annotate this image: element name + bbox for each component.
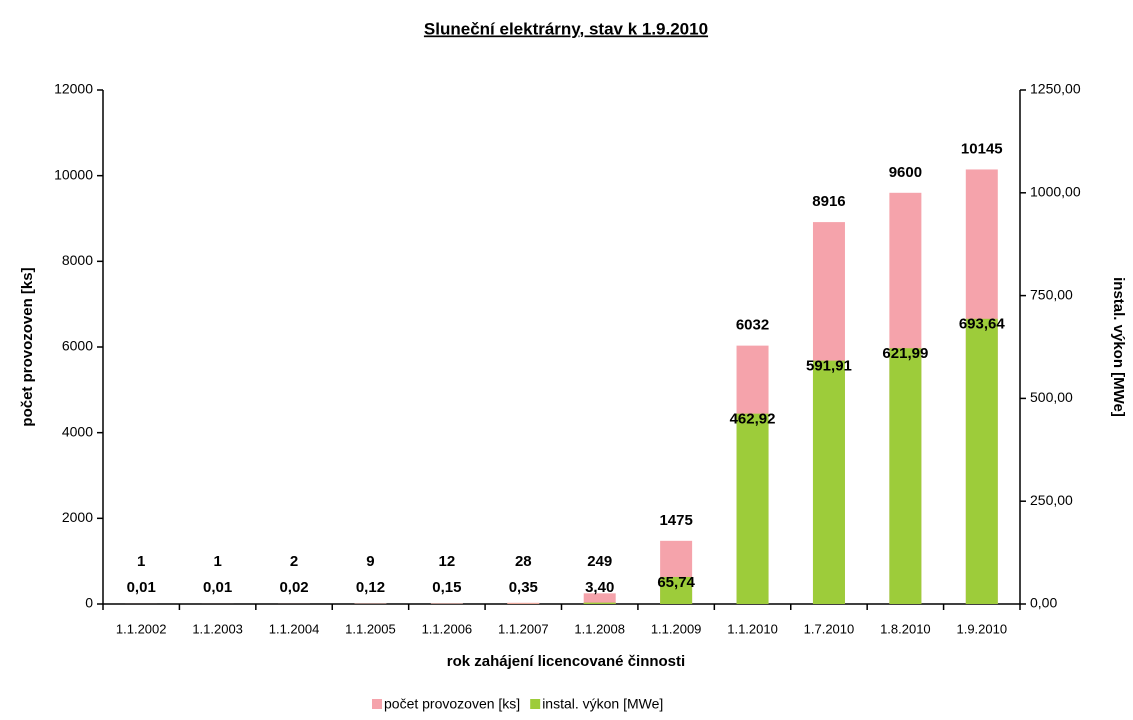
y2-tick-label: 750,00 (1030, 286, 1073, 302)
legend-label: počet provozoven [ks] (384, 696, 520, 712)
bar (584, 603, 616, 604)
y2-tick-label: 1250,00 (1030, 81, 1081, 97)
bar (431, 603, 463, 604)
y-tick-label: 4000 (62, 423, 93, 439)
data-label: 2 (290, 553, 298, 570)
data-label: 0,15 (432, 579, 461, 596)
data-label: 462,92 (730, 411, 776, 428)
x-tick-label: 1.1.2002 (116, 621, 167, 636)
legend-swatch (530, 699, 540, 709)
data-label: 0,02 (279, 579, 308, 596)
data-label: 0,01 (127, 579, 156, 596)
x-tick-label: 1.1.2004 (269, 621, 320, 636)
legend-label: instal. výkon [MWe] (542, 696, 663, 712)
data-label: 9 (366, 553, 374, 570)
x-tick-label: 1.1.2005 (345, 621, 396, 636)
x-axis-title: rok zahájení licencované činnosti (447, 653, 685, 670)
data-label: 249 (587, 553, 612, 570)
data-label: 1475 (659, 512, 692, 529)
data-label: 1 (137, 553, 145, 570)
data-label: 28 (515, 553, 532, 570)
data-label: 6032 (736, 317, 769, 334)
bar (737, 414, 769, 604)
bar (813, 361, 845, 604)
x-tick-label: 1.7.2010 (804, 621, 855, 636)
x-tick-label: 1.1.2007 (498, 621, 549, 636)
data-label: 693,64 (959, 316, 1006, 333)
x-tick-label: 1.1.2009 (651, 621, 702, 636)
bar (966, 319, 998, 604)
data-label: 65,74 (657, 574, 695, 591)
x-tick-label: 1.1.2006 (422, 621, 473, 636)
data-label: 591,91 (806, 358, 852, 375)
legend-swatch (372, 699, 382, 709)
y2-tick-label: 1000,00 (1030, 184, 1081, 200)
chart-title: Sluneční elektrárny, stav k 1.9.2010 (424, 19, 708, 38)
y-tick-label: 2000 (62, 509, 93, 525)
y2-tick-label: 0,00 (1030, 595, 1057, 611)
data-label: 0,35 (509, 579, 538, 596)
y2-tick-label: 250,00 (1030, 492, 1073, 508)
data-label: 8916 (812, 193, 845, 210)
bar (889, 348, 921, 604)
x-tick-label: 1.1.2008 (574, 621, 625, 636)
x-tick-label: 1.8.2010 (880, 621, 931, 636)
data-label: 3,40 (585, 579, 614, 596)
y2-tick-label: 500,00 (1030, 389, 1073, 405)
y-tick-label: 6000 (62, 338, 93, 354)
y-tick-label: 0 (85, 595, 93, 611)
y-axis-title: počet provozoven [ks] (19, 267, 36, 426)
y2-axis-title: instal. výkon [MWe] (1110, 277, 1127, 417)
data-label: 0,12 (356, 579, 385, 596)
x-tick-label: 1.9.2010 (956, 621, 1007, 636)
bar (507, 603, 539, 604)
data-label: 0,01 (203, 579, 232, 596)
data-label: 10145 (961, 140, 1003, 157)
data-label: 9600 (889, 164, 922, 181)
x-tick-label: 1.1.2010 (727, 621, 778, 636)
y-tick-label: 8000 (62, 252, 93, 268)
x-tick-label: 1.1.2003 (192, 621, 243, 636)
data-label: 12 (439, 553, 456, 570)
y-tick-label: 10000 (54, 166, 93, 182)
data-label: 1 (213, 553, 221, 570)
y-tick-label: 12000 (54, 81, 93, 97)
data-label: 621,99 (882, 345, 928, 362)
